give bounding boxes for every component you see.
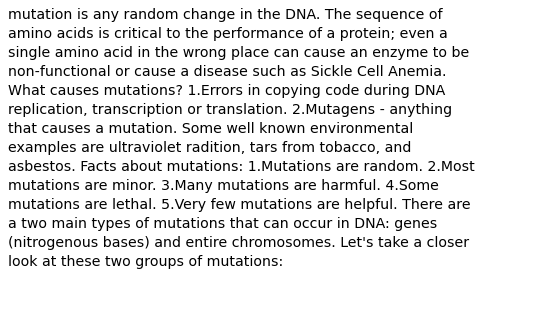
Text: mutation is any random change in the DNA. The sequence of
amino acids is critica: mutation is any random change in the DNA… (8, 8, 475, 269)
